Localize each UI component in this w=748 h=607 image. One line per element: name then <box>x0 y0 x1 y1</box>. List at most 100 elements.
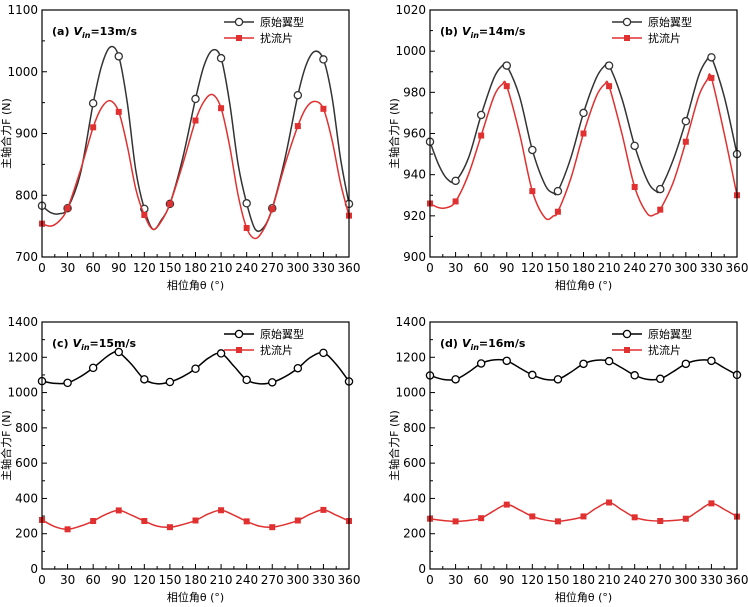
legend-label-1: 原始翼型 <box>648 327 692 341</box>
data-point-circle <box>502 356 511 366</box>
data-point-square <box>243 224 250 231</box>
data-point-square <box>294 123 301 130</box>
x-tick-label: 330 <box>700 261 723 275</box>
panel-var-sub: in <box>470 343 479 352</box>
x-tick-label: 30 <box>448 261 463 275</box>
data-point-circle <box>553 375 563 384</box>
panel-speed: =13m/s <box>90 25 137 38</box>
y-tick-label: 1200 <box>395 350 426 364</box>
x-tick-label: 240 <box>623 261 646 275</box>
panel-var-sub: in <box>81 343 90 352</box>
x-tick-label: 240 <box>623 573 646 587</box>
data-point-circle <box>579 108 588 118</box>
panel-letter: (c) <box>52 337 69 350</box>
series-line-1 <box>42 45 349 233</box>
data-point-square <box>64 526 71 533</box>
data-point-circle <box>191 364 200 374</box>
x-tick-label: 60 <box>474 261 489 275</box>
x-axis-label: 相位角θ (°) <box>555 590 612 604</box>
data-point-circle <box>476 110 486 120</box>
data-point-circle <box>630 371 639 380</box>
x-tick-label: 330 <box>312 261 335 275</box>
x-tick-label: 270 <box>261 573 284 587</box>
data-point-circle <box>191 94 200 104</box>
x-tick-label: 30 <box>448 573 463 587</box>
data-point-circle <box>681 359 691 369</box>
data-point-square <box>631 184 638 191</box>
x-tick-label: 240 <box>235 261 258 275</box>
data-point-circle <box>451 176 460 186</box>
data-point-square <box>115 507 122 514</box>
y-tick-label: 700 <box>15 250 38 264</box>
legend-marker-square <box>624 347 630 353</box>
y-axis-label: 主轴合力F (N) <box>0 410 13 481</box>
data-point-square <box>452 518 459 525</box>
data-point-square <box>64 205 71 212</box>
x-tick-label: 360 <box>726 573 748 587</box>
x-axis-label: 相位角θ (°) <box>167 590 224 604</box>
x-tick-label: 180 <box>572 573 595 587</box>
y-tick-label: 800 <box>403 421 426 435</box>
panel-var: V <box>73 337 83 350</box>
y-tick-label: 200 <box>403 527 426 541</box>
data-point-circle <box>656 374 665 384</box>
data-point-circle <box>630 141 639 151</box>
y-tick-label: 1200 <box>7 350 38 364</box>
panel-title: (b) Vin=14m/s <box>440 25 526 40</box>
legend-label-2: 扰流片 <box>648 31 681 45</box>
data-point-square <box>320 105 327 112</box>
data-point-circle <box>476 359 486 368</box>
data-point-circle <box>604 61 614 70</box>
data-point-square <box>218 507 225 514</box>
x-tick-label: 90 <box>111 573 126 587</box>
data-point-square <box>529 188 536 195</box>
data-point-square <box>192 517 199 524</box>
x-tick-label: 300 <box>674 261 697 275</box>
y-axis-label: 主轴合力F (N) <box>0 98 13 169</box>
x-tick-label: 300 <box>286 261 309 275</box>
x-tick-label: 270 <box>261 261 284 275</box>
x-tick-label: 240 <box>235 573 258 587</box>
y-tick-label: 800 <box>15 421 38 435</box>
data-point-circle <box>293 363 303 373</box>
plot-frame <box>41 9 350 258</box>
panel-letter: (b) <box>440 25 458 38</box>
data-point-circle <box>528 145 537 155</box>
plot-frame <box>429 321 738 570</box>
data-point-square <box>269 205 276 212</box>
panel-speed: =15m/s <box>90 337 137 350</box>
x-tick-label: 210 <box>598 261 621 275</box>
data-point-square <box>529 513 536 520</box>
legend-label-2: 扰流片 <box>260 343 293 357</box>
y-axis-label: 主轴合力F (N) <box>387 410 401 481</box>
panel-speed: =14m/s <box>479 25 526 38</box>
x-tick-label: 60 <box>474 573 489 587</box>
data-point-circle <box>267 378 277 387</box>
legend-label-1: 原始翼型 <box>648 15 692 29</box>
data-point-circle <box>242 375 251 385</box>
x-tick-label: 150 <box>158 261 181 275</box>
plot-frame <box>41 321 350 570</box>
data-point-circle <box>216 53 226 63</box>
y-tick-label: 200 <box>15 527 38 541</box>
data-point-square <box>90 124 97 131</box>
x-tick-label: 0 <box>426 573 434 587</box>
data-point-circle <box>242 199 251 208</box>
x-tick-label: 210 <box>210 261 233 275</box>
data-point-circle <box>553 186 563 196</box>
legend-marker-square <box>236 35 242 41</box>
x-tick-label: 360 <box>338 573 361 587</box>
chart-panel-2: 0 30 60 90 120 150 180 210 240 270 300 330 360 900 920… <box>387 3 748 292</box>
y-tick-label: 1000 <box>7 65 38 79</box>
x-tick-label: 90 <box>499 573 514 587</box>
data-point-circle <box>88 363 98 373</box>
x-tick-label: 30 <box>60 573 75 587</box>
panel-var-sub: in <box>82 31 91 40</box>
data-point-circle <box>114 347 124 357</box>
panel-letter: (d) <box>440 337 458 350</box>
data-point-circle <box>63 378 72 388</box>
x-tick-label: 330 <box>312 573 335 587</box>
x-tick-label: 120 <box>133 573 156 587</box>
data-point-circle <box>140 375 149 384</box>
